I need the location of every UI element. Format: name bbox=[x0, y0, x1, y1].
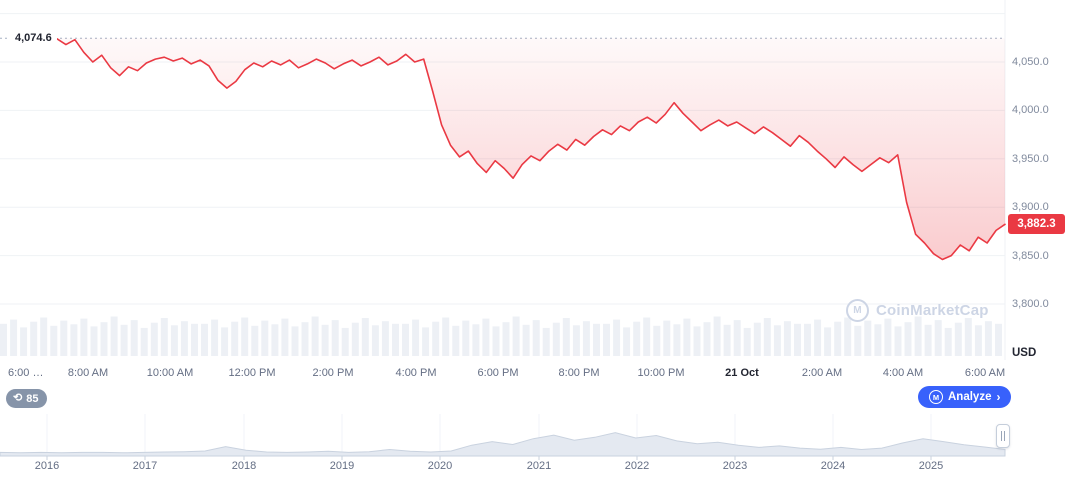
price-line-chart[interactable] bbox=[0, 0, 1006, 360]
annotation-count: 85 bbox=[26, 392, 39, 405]
x-axis-tick-label: 21 Oct bbox=[725, 367, 759, 379]
navigator-year-label: 2023 bbox=[722, 460, 748, 472]
x-axis-tick-label: 2:00 PM bbox=[312, 367, 354, 379]
analyze-button[interactable]: M Analyze › bbox=[918, 386, 1012, 408]
navigator-year-label: 2025 bbox=[918, 460, 944, 472]
last-price-badge: 3,882.3 bbox=[1008, 214, 1065, 234]
y-axis-tick-label: 3,800.0 bbox=[1012, 298, 1049, 310]
open-price-label: 4,074.6 bbox=[10, 30, 57, 46]
chevron-right-icon: › bbox=[996, 390, 1001, 404]
navigator-year-label: 2021 bbox=[526, 460, 552, 472]
annotation-count-badge[interactable]: ⟲ 85 bbox=[6, 389, 48, 408]
navigator-year-label: 2018 bbox=[231, 460, 257, 472]
x-axis-tick-label: 4:00 AM bbox=[882, 367, 924, 379]
y-axis-tick-label: 3,950.0 bbox=[1012, 153, 1049, 165]
x-axis-tick-label: 6:00 AM bbox=[964, 367, 1006, 379]
y-axis-tick-label: 3,900.0 bbox=[1012, 201, 1049, 213]
watermark-text: CoinMarketCap bbox=[876, 302, 989, 319]
analyze-button-label: Analyze bbox=[948, 391, 992, 403]
coinmarketcap-watermark: M CoinMarketCap bbox=[846, 299, 989, 322]
x-axis-tick-label: 6:00 PM bbox=[477, 367, 519, 379]
x-axis-tick-label: 12:00 PM bbox=[228, 367, 276, 379]
y-axis-unit-label: USD bbox=[1012, 347, 1037, 359]
navigator-drag-handle[interactable] bbox=[996, 424, 1010, 448]
x-axis-tick-label: 10:00 PM bbox=[637, 367, 685, 379]
y-axis-tick-label: 4,050.0 bbox=[1012, 56, 1049, 68]
navigator-year-label: 2024 bbox=[820, 460, 846, 472]
x-axis-tick-label: 2:00 AM bbox=[801, 367, 843, 379]
y-axis-tick-label: 3,850.0 bbox=[1012, 250, 1049, 262]
history-icon: ⟲ bbox=[13, 392, 23, 404]
coinmarketcap-logo-icon: M bbox=[846, 299, 869, 322]
navigator-year-label: 2022 bbox=[624, 460, 650, 472]
navigator-year-label: 2016 bbox=[34, 460, 60, 472]
main-chart[interactable]: 4,074.6 M CoinMarketCap bbox=[0, 0, 1006, 360]
navigator-year-labels: 2016 2017 2018 2019 2020 2021 2022 2023 2024 2025 bbox=[0, 460, 1006, 474]
x-axis-tick-label: 6:00 … bbox=[8, 367, 44, 379]
x-axis-tick-label: 8:00 PM bbox=[558, 367, 600, 379]
navigator-year-label: 2017 bbox=[132, 460, 158, 472]
x-axis-tick-label: 10:00 AM bbox=[146, 367, 194, 379]
navigator-year-label: 2019 bbox=[329, 460, 355, 472]
y-axis-tick-label: 4,000.0 bbox=[1012, 104, 1049, 116]
range-navigator[interactable] bbox=[0, 414, 1006, 460]
coinmarketcap-logo-icon: M bbox=[929, 390, 943, 404]
x-axis: 6:00 … 8:00 AM 10:00 AM 12:00 PM 2:00 PM 4:00… bbox=[0, 366, 1006, 382]
x-axis-tick-label: 4:00 PM bbox=[395, 367, 437, 379]
x-axis-tick-label: 8:00 AM bbox=[67, 367, 109, 379]
navigator-year-label: 2020 bbox=[427, 460, 453, 472]
